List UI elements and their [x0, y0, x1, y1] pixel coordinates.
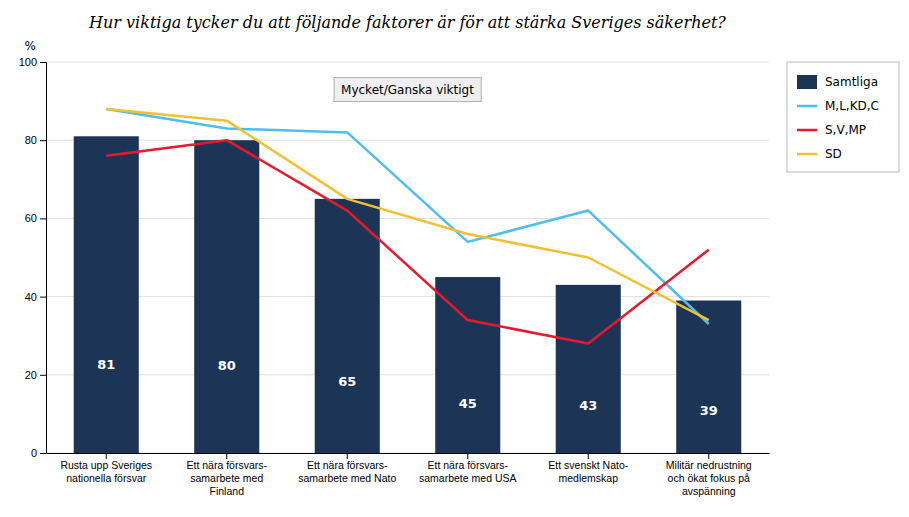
- x-tick-label-line: samarbete med USA: [419, 472, 516, 484]
- legend-item: S,V,MP: [797, 123, 866, 137]
- y-tick: 100: [19, 56, 46, 68]
- legend-swatch: [797, 105, 817, 108]
- x-tick-mark: [347, 453, 348, 459]
- data-label: 81: [97, 357, 115, 372]
- y-tick-label: 0: [31, 447, 37, 459]
- y-tick-mark: [40, 140, 46, 141]
- legend-label: SD: [825, 147, 842, 161]
- x-tick-label-line: och ökat fokus på: [668, 472, 750, 484]
- bar: [435, 277, 500, 453]
- grid: [46, 62, 769, 453]
- bar: [74, 136, 139, 453]
- y-tick-mark: [40, 62, 46, 63]
- y-tick: 60: [25, 212, 46, 224]
- x-tick-label-line: Finland: [210, 485, 245, 497]
- line: [106, 140, 709, 343]
- x-tick: Militär nedrustningoch ökat fokus påavsp…: [666, 453, 752, 497]
- x-tick-mark: [106, 453, 107, 459]
- legend: Samtliga M,L,KD,C S,V,MP SD: [787, 62, 899, 172]
- data-label: 45: [459, 396, 477, 411]
- legend-swatch: [797, 129, 817, 132]
- x-tick: Rusta upp Sverigesnationella försvar: [60, 453, 152, 484]
- x-tick-mark: [467, 453, 468, 459]
- legend-label: S,V,MP: [825, 123, 866, 137]
- x-tick-mark: [588, 453, 589, 459]
- x-tick-label-line: avspänning: [682, 485, 736, 497]
- annotation-text: Mycket/Ganska viktigt: [341, 83, 474, 97]
- y-tick-label: 40: [25, 291, 37, 303]
- annotation: Mycket/Ganska viktigt: [334, 78, 481, 102]
- x-axis-line: [47, 453, 770, 454]
- x-tick-label-line: Rusta upp Sveriges: [60, 459, 152, 471]
- line: [106, 109, 709, 324]
- legend-item: SD: [797, 147, 842, 161]
- y-axis-line: [40, 63, 47, 454]
- x-tick-label-line: medlemskap: [558, 472, 618, 484]
- x-tick-label-line: Ett nära försvars-: [307, 459, 388, 471]
- data-labels: 81 80 65 45 43 39: [97, 357, 718, 418]
- grid-line: [46, 62, 769, 63]
- legend-frame: [787, 62, 899, 172]
- grid-line: [46, 453, 769, 454]
- x-tick-label-line: samarbete med: [190, 472, 263, 484]
- x-tick-label: Militär nedrustningoch ökat fokus påavsp…: [666, 459, 752, 496]
- legend-label: M,L,KD,C: [825, 99, 879, 113]
- legend-label: Samtliga: [825, 75, 878, 89]
- y-axis: 0 20 40 60 80 100: [19, 56, 47, 459]
- x-tick-mark: [226, 453, 227, 459]
- x-tick-label-line: Ett nära försvars-: [186, 459, 267, 471]
- y-tick-label: 60: [25, 212, 37, 224]
- y-tick-mark: [40, 297, 46, 298]
- y-tick-mark: [40, 375, 46, 376]
- grid-line: [46, 140, 769, 141]
- legend-swatch: [797, 153, 817, 156]
- legend-item: M,L,KD,C: [797, 99, 879, 113]
- y-tick: 40: [25, 291, 46, 303]
- grid-line: [46, 218, 769, 219]
- x-axis: Rusta upp Sverigesnationella försvar Ett …: [47, 453, 770, 497]
- grid-line: [46, 374, 769, 375]
- line: [106, 109, 709, 320]
- x-tick: Ett nära försvars-samarbete med Nato: [298, 453, 396, 484]
- x-tick-label-line: Ett svenskt Nato-: [548, 459, 628, 471]
- y-tick: 0: [31, 447, 46, 459]
- y-tick: 20: [25, 369, 46, 381]
- title: Hur viktiga tycker du att följande fakto…: [88, 13, 726, 32]
- x-tick-mark: [708, 453, 709, 459]
- legend-swatch: [797, 75, 817, 89]
- data-label: 80: [218, 358, 236, 373]
- y-tick-label: 20: [25, 369, 37, 381]
- x-tick-label-line: nationella försvar: [66, 472, 146, 484]
- chart-svg: 0 20 40 60 80 100 Rusta upp Sverigesnationella…: [0, 0, 909, 517]
- y-axis-label: %: [25, 39, 36, 53]
- x-tick-label: Ett nära försvars-samarbete med USA: [419, 459, 516, 484]
- y-tick-label: 80: [25, 134, 37, 146]
- x-tick-label-line: Ett nära försvars-: [427, 459, 508, 471]
- x-tick-label: Ett nära försvars-samarbete medFinland: [186, 459, 267, 496]
- x-tick-label: Ett svenskt Nato-medlemskap: [548, 459, 628, 484]
- x-tick: Ett nära försvars-samarbete medFinland: [186, 453, 267, 497]
- marks: [74, 109, 742, 453]
- data-label: 39: [700, 403, 718, 418]
- bar: [194, 140, 259, 453]
- x-tick-label: Ett nära försvars-samarbete med Nato: [298, 459, 396, 484]
- x-tick-label-line: samarbete med Nato: [298, 472, 396, 484]
- x-tick: Ett svenskt Nato-medlemskap: [548, 453, 628, 484]
- data-label: 65: [338, 374, 356, 389]
- y-tick: 80: [25, 134, 46, 146]
- x-tick-label: Rusta upp Sverigesnationella försvar: [60, 459, 152, 484]
- plot: 0 20 40 60 80 100 Rusta upp Sverigesnationella…: [19, 56, 770, 497]
- y-tick-label: 100: [19, 56, 37, 68]
- y-tick-mark: [40, 453, 46, 454]
- annotation-box: [334, 78, 481, 102]
- data-label: 43: [579, 398, 597, 413]
- bar: [315, 199, 380, 453]
- bar: [556, 285, 621, 453]
- x-tick-label-line: Militär nedrustning: [666, 459, 752, 471]
- legend-item: Samtliga: [797, 75, 878, 89]
- x-tick: Ett nära försvars-samarbete med USA: [419, 453, 516, 484]
- y-tick-mark: [40, 218, 46, 219]
